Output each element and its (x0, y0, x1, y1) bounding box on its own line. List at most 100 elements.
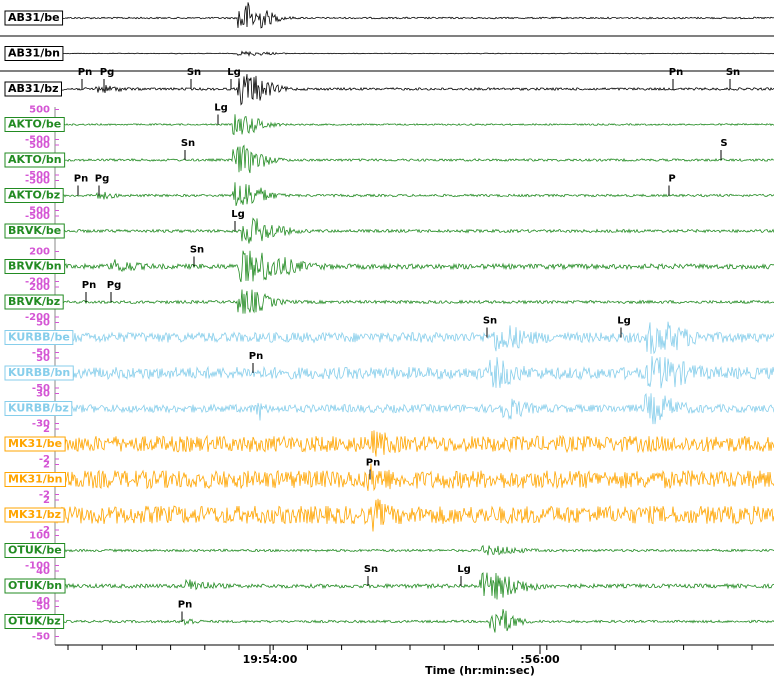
waveform (54, 2, 774, 29)
scale-label: -30 (32, 419, 50, 430)
pick-label: Lg (617, 316, 631, 327)
waveform (54, 74, 774, 106)
pick-label: Sn (364, 564, 378, 575)
pick-label: Lg (457, 564, 471, 575)
trace-name: AB31/bz (8, 82, 59, 95)
label-box (4, 223, 65, 239)
waveform (54, 289, 774, 314)
waveform (54, 114, 774, 136)
trace-name: BRVK/be (8, 224, 61, 237)
trace-label: AKTO/bn (4, 152, 66, 168)
waveform (54, 250, 774, 283)
scale-label: 50 (36, 602, 50, 613)
pick-label: Sn (187, 67, 201, 78)
trace-name: MK31/bn (8, 473, 63, 486)
scale-label: 2 (43, 495, 50, 506)
trace-label: OTUK/bz (4, 614, 65, 629)
scale-label: -50 (32, 383, 50, 394)
waveform (54, 430, 774, 457)
scale-label: 500 (29, 105, 50, 116)
label-box (4, 330, 74, 345)
scale-label: 200 (29, 282, 50, 293)
scale-label: -100 (25, 561, 50, 572)
trace-name: OTUK/bz (8, 615, 61, 628)
tick-label: 19:54:00 (243, 653, 298, 666)
scale-label: -200 (25, 312, 50, 323)
label-box (4, 436, 66, 452)
scale-label: 50 (36, 353, 50, 364)
scale-label: -2 (39, 454, 50, 465)
label-box (4, 10, 64, 26)
trace-label: OTUK/bn (4, 578, 66, 594)
pick-label: S (720, 138, 727, 149)
trace-label: AKTO/bz (4, 188, 64, 203)
trace-label: MK31/bn (4, 472, 67, 487)
label-box (4, 46, 64, 61)
pick-label: P (668, 174, 675, 185)
trace-name: AKTO/be (8, 118, 61, 131)
scale-label: -500 (25, 170, 50, 181)
scale-label: -500 (25, 211, 50, 222)
pick-label: Sn (190, 245, 204, 256)
waveform (54, 609, 774, 633)
waveform (54, 321, 774, 355)
scale-label: -50 (32, 348, 50, 359)
pick-label: Pn (178, 600, 192, 611)
pick-label: Sn (181, 138, 195, 149)
trace-label: KURBB/bn (4, 365, 74, 381)
label-box (4, 294, 64, 310)
trace-name: MK31/be (8, 437, 62, 450)
scale-label: 30 (36, 389, 50, 400)
scale-label: -2 (39, 525, 50, 536)
tick-label: :56:00 (520, 653, 560, 666)
scale-label: 2 (43, 424, 50, 435)
label-box (4, 401, 73, 416)
scale-label: 40 (36, 566, 50, 577)
waveform (54, 144, 774, 174)
trace-name: AB31/be (8, 11, 60, 24)
label-box (4, 507, 65, 523)
scale-label: 500 (29, 140, 50, 151)
trace-name: KURBB/be (8, 331, 70, 344)
trace-name: OTUK/be (8, 544, 62, 557)
trace-label: BRVK/be (4, 223, 65, 239)
waveform (54, 50, 774, 57)
pick-label: Pn (78, 67, 92, 78)
pick-label: Lg (214, 103, 228, 114)
pick-label: Pn (249, 351, 263, 362)
trace-name: AB31/bn (8, 47, 60, 60)
trace-label: MK31/be (4, 436, 66, 452)
waveform (54, 498, 774, 532)
label-box (4, 578, 66, 594)
trace-name: AKTO/bn (8, 153, 62, 166)
waveform (54, 393, 774, 425)
scale-label: -500 (25, 176, 50, 187)
pick-label: Pn (669, 67, 683, 78)
pick-label: Lg (227, 67, 241, 78)
trace-name: KURBB/bn (8, 366, 70, 379)
label-box (4, 81, 62, 97)
scale-label: 2 (43, 460, 50, 471)
trace-label: BRVK/bn (4, 259, 66, 274)
label-box (4, 365, 74, 381)
pick-label: Pg (95, 174, 110, 185)
scale-label: -50 (32, 632, 50, 643)
trace-label: MK31/bz (4, 507, 65, 523)
trace-label: AB31/bz (4, 81, 62, 97)
trace-name: OTUK/bn (8, 579, 62, 592)
trace-label: KURBB/be (4, 330, 74, 345)
scale-label: 200 (29, 247, 50, 258)
label-box (4, 152, 66, 168)
waveform (54, 217, 774, 244)
scale-label: 500 (29, 206, 50, 217)
pick-label: Sn (726, 67, 740, 78)
trace-name: AKTO/bz (8, 189, 60, 202)
pick-label: Pn (366, 458, 380, 469)
label-box (4, 188, 64, 203)
pick-label: Sn (483, 316, 497, 327)
waveform (54, 463, 774, 492)
pick-label: Pg (107, 280, 122, 291)
waveform (54, 182, 774, 207)
trace-name: BRVK/bn (8, 260, 62, 273)
